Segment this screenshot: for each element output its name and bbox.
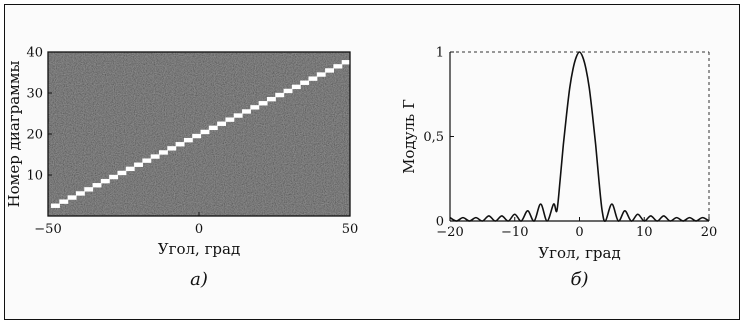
stripe-segment bbox=[283, 88, 293, 94]
y-tick-label: 40 bbox=[26, 46, 43, 61]
stripe-segment bbox=[325, 68, 334, 73]
stripe-segment bbox=[167, 146, 177, 151]
stripe-segment bbox=[109, 174, 119, 180]
x-tick-label: −10 bbox=[501, 225, 528, 240]
x-tick-label: 0 bbox=[575, 225, 583, 240]
stripe-segment bbox=[250, 105, 260, 110]
x-tick-label: 50 bbox=[342, 222, 359, 237]
panel-a-x-ticks: −50 0 50 bbox=[34, 212, 358, 237]
stripe-segment bbox=[150, 154, 160, 159]
x-tick-label: 0 bbox=[195, 222, 203, 237]
y-tick-label: 0 bbox=[436, 215, 444, 230]
stripe-segment bbox=[192, 133, 202, 139]
stripe-segment bbox=[233, 113, 243, 118]
x-tick-label: −50 bbox=[34, 222, 61, 237]
stripe-segment bbox=[84, 187, 94, 192]
x-tick-label: 10 bbox=[636, 225, 653, 240]
stripe-segment bbox=[333, 64, 343, 69]
stripe-segment bbox=[117, 170, 127, 176]
y-tick-label: 10 bbox=[26, 169, 43, 184]
stripe-segment bbox=[100, 178, 110, 184]
stripe-segment bbox=[75, 191, 85, 196]
panel-b-y-ticks: 00,51 bbox=[423, 46, 454, 230]
panel-b-x-axis-label: Угол, град bbox=[538, 244, 620, 262]
stripe-segment bbox=[200, 129, 210, 135]
stripe-segment bbox=[208, 125, 218, 131]
stripe-segment bbox=[92, 183, 102, 188]
stripe-segment bbox=[175, 142, 185, 147]
x-tick-label: −20 bbox=[436, 225, 463, 240]
y-tick-label: 30 bbox=[26, 87, 43, 102]
stripe-segment bbox=[266, 96, 276, 102]
stripe-segment bbox=[258, 101, 268, 106]
stripe-segment bbox=[275, 92, 285, 98]
panel-b-label: б) bbox=[570, 269, 588, 290]
heatmap-stripe bbox=[51, 60, 351, 208]
y-tick-label: 1 bbox=[436, 46, 444, 61]
panel-a-y-axis-label: Номер диаграммы bbox=[5, 61, 23, 208]
stripe-segment bbox=[51, 203, 60, 208]
stripe-segment bbox=[142, 158, 152, 163]
stripe-segment bbox=[59, 199, 69, 204]
panel-b-x-ticks: −20 −10 0 10 20 bbox=[436, 217, 717, 240]
stripe-segment bbox=[183, 137, 193, 143]
stripe-segment bbox=[300, 80, 310, 85]
stripe-segment bbox=[125, 166, 135, 172]
y-tick-label: 0,5 bbox=[423, 130, 444, 145]
panel-b-y-axis-label: Модуль Г bbox=[400, 99, 418, 174]
stripe-segment bbox=[67, 195, 77, 200]
y-tick-label: 20 bbox=[26, 128, 43, 143]
series-line bbox=[449, 51, 710, 222]
stripe-segment bbox=[308, 76, 318, 81]
stripe-segment bbox=[134, 162, 143, 167]
panel-a-heatmap: −50 0 50 10 20 30 40 Угол, град Номер диаграм… bbox=[5, 46, 358, 291]
stripe-segment bbox=[242, 109, 251, 114]
panel-a-label: а) bbox=[190, 269, 208, 290]
stripe-segment bbox=[158, 150, 168, 155]
panel-a-x-axis-label: Угол, град bbox=[158, 240, 240, 258]
stripe-segment bbox=[341, 60, 351, 65]
stripe-segment bbox=[291, 84, 301, 90]
stripe-segment bbox=[316, 72, 326, 77]
stripe-segment bbox=[217, 121, 227, 126]
stripe-segment bbox=[225, 117, 235, 122]
x-tick-label: 20 bbox=[701, 225, 718, 240]
panel-b-line-chart: −20 −10 0 10 20 00,51 Угол, град Модуль Г б) bbox=[400, 46, 717, 291]
panel-a-y-ticks: 10 20 30 40 bbox=[26, 46, 52, 184]
